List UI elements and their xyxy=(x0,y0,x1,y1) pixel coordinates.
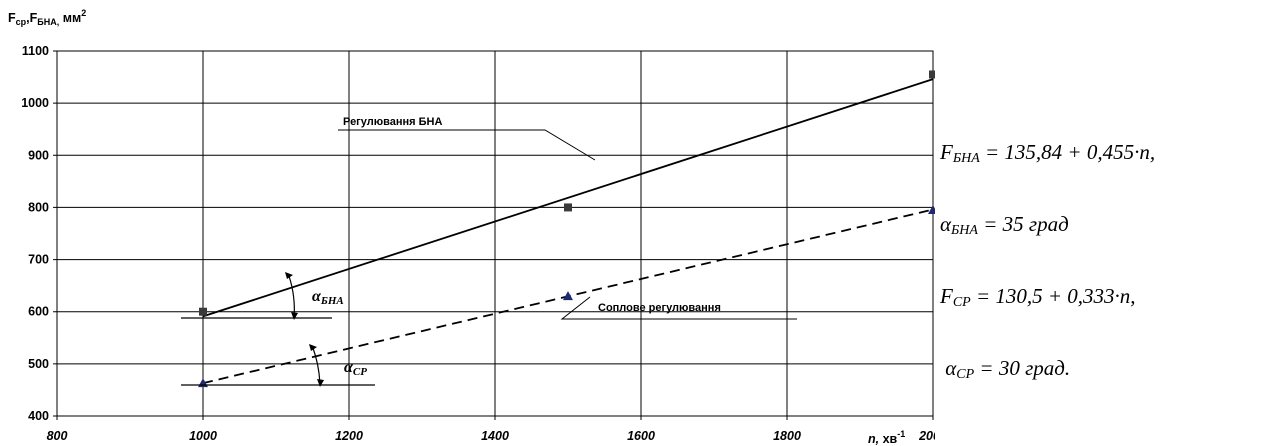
data-point-bna xyxy=(564,203,572,212)
x-tick-label: 800 xyxy=(47,429,68,443)
series-label-bna: Регулювання БНА xyxy=(343,116,442,128)
annotation-bna: Регулювання БНА xyxy=(338,116,596,161)
data-point-bna xyxy=(199,307,207,316)
data-markers xyxy=(198,70,935,388)
x-tick-label: 2000 xyxy=(918,429,935,443)
angle-cp-construction: αCP xyxy=(181,344,375,387)
y-tick-label: 800 xyxy=(28,200,49,214)
y-axis-label: Fср,FБНА, мм2 xyxy=(8,8,86,27)
chart: 400 500 600 700 800 900 1000 1100 800 1000 1200 140… xyxy=(8,8,935,446)
data-point-cp xyxy=(928,205,935,215)
annotation-bna-leader xyxy=(338,129,596,161)
annotation-cp-leader xyxy=(560,296,797,320)
x-tick-label: 1600 xyxy=(627,429,655,443)
x-tick-label: 1800 xyxy=(773,429,801,443)
tick-labels: 400 500 600 700 800 900 1000 1100 800 1000 1200 140… xyxy=(21,44,935,443)
grid-lines xyxy=(53,50,934,420)
data-point-cp xyxy=(563,291,573,301)
y-tick-label: 500 xyxy=(28,357,49,371)
y-tick-label: 900 xyxy=(28,148,49,162)
formula-alpha-cp: αCP = 30 град. xyxy=(940,356,1071,382)
x-tick-label: 1400 xyxy=(481,429,509,443)
angle-label-bna: αБНА xyxy=(312,288,344,307)
y-tick-label: 1100 xyxy=(22,44,49,58)
x-tick-label: 1200 xyxy=(335,429,363,443)
fit-line-bna xyxy=(202,78,934,318)
x-axis-label: n, хв-1 xyxy=(868,429,905,446)
formula-f-bna: FБНА = 135,84 + 0,455·n, xyxy=(940,140,1156,166)
y-tick-label: 400 xyxy=(28,409,49,423)
angle-label-cp: αCP xyxy=(344,359,367,378)
y-tick-label: 700 xyxy=(28,253,49,267)
annotation-cp: Соплове регулювання xyxy=(560,296,797,320)
x-tick-label: 1000 xyxy=(189,429,217,443)
data-point-bna xyxy=(929,70,935,79)
fit-lines xyxy=(202,78,934,385)
y-tick-label: 1000 xyxy=(21,96,49,110)
formula-f-cp: FCP = 130,5 + 0,333·n, xyxy=(940,284,1136,310)
y-tick-label: 600 xyxy=(28,305,49,319)
formula-alpha-bna: αБНА = 35 град xyxy=(940,212,1069,238)
angle-bna-construction: αБНА xyxy=(181,272,344,320)
series-label-cp: Соплове регулювання xyxy=(598,302,721,314)
